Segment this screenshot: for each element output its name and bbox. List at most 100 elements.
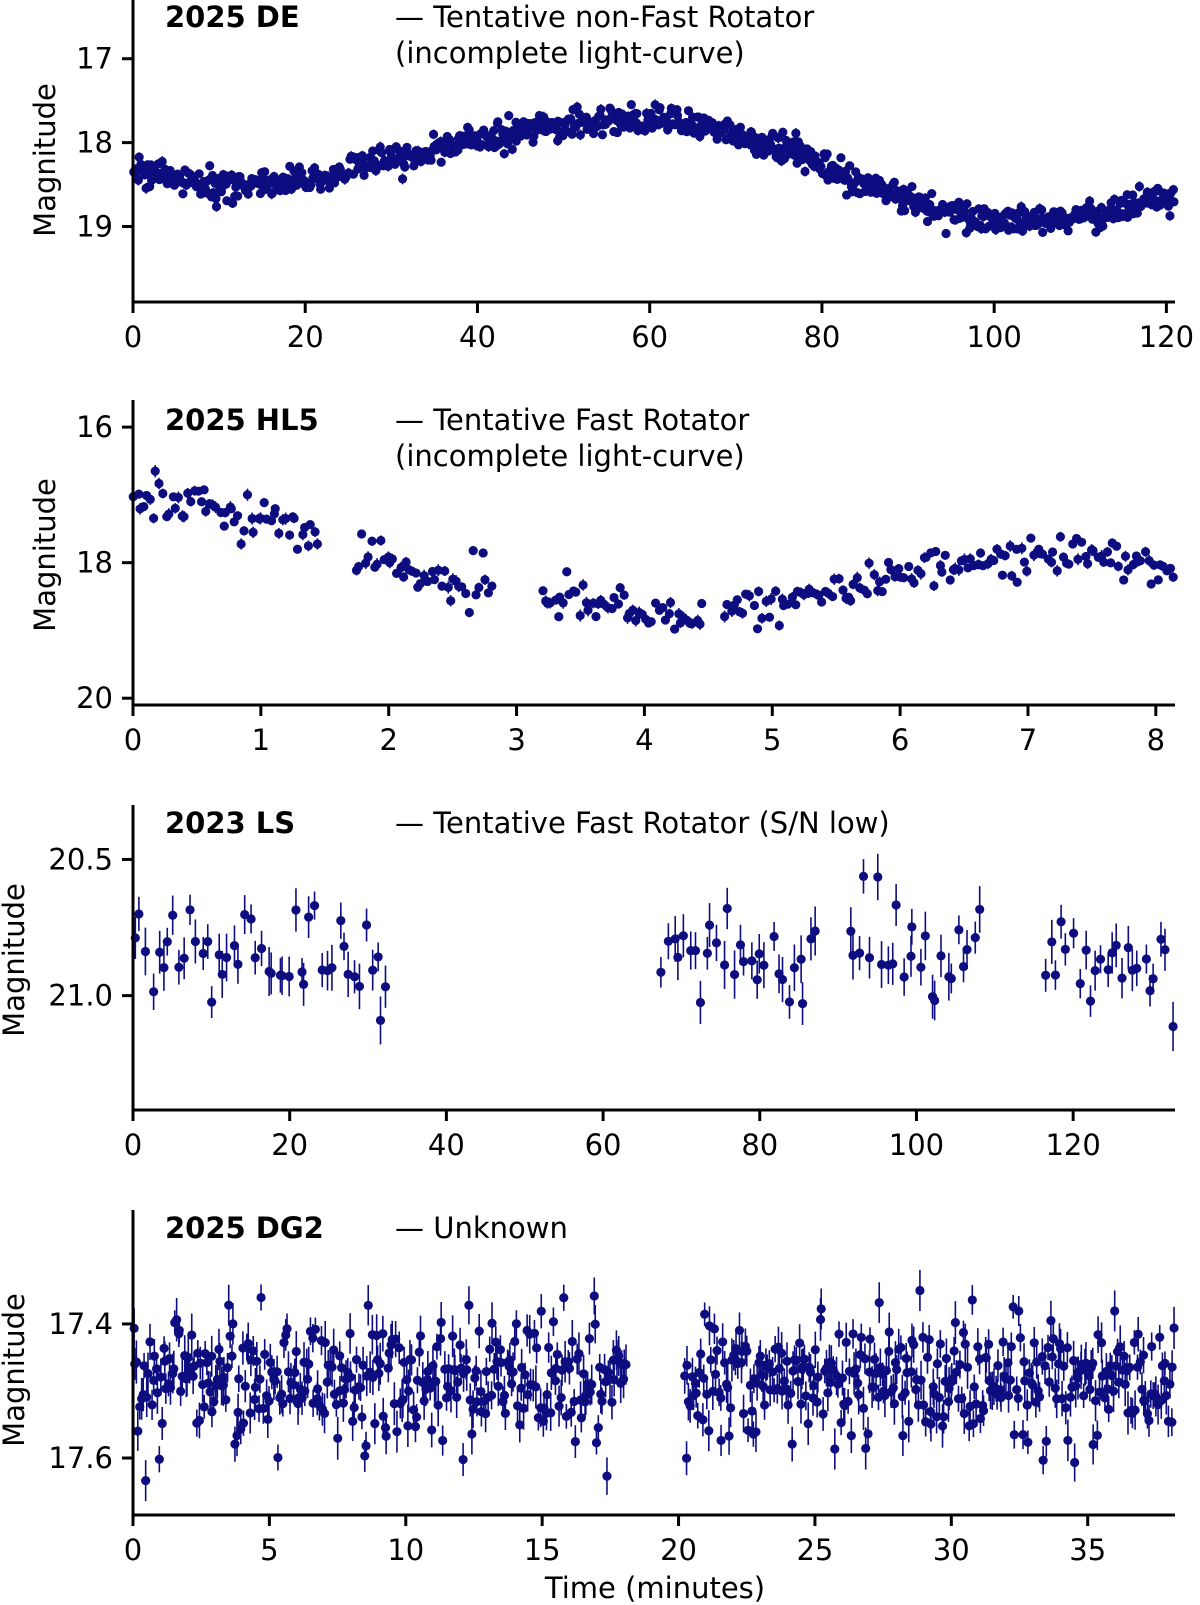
data-point — [597, 130, 608, 140]
x-ticks: 0 20 40 60 80 100 120 — [124, 302, 1194, 354]
data-point — [446, 596, 456, 606]
data-point — [1165, 1379, 1175, 1389]
data-point — [544, 1342, 554, 1353]
data-point — [1111, 541, 1122, 551]
data-point — [1168, 1021, 1178, 1032]
data-point — [425, 1383, 435, 1393]
data-point — [900, 1388, 910, 1398]
data-point — [292, 544, 303, 554]
data-point — [1055, 532, 1066, 542]
data-point — [724, 1431, 734, 1441]
data-point — [247, 513, 257, 524]
data-point — [575, 610, 585, 621]
data-point — [134, 489, 144, 499]
data-point — [1085, 196, 1095, 206]
data-point — [480, 575, 490, 585]
classification-text: — Unknown — [395, 1211, 568, 1245]
data-point — [290, 1368, 300, 1378]
data-point — [472, 1397, 482, 1407]
data-point — [834, 574, 844, 584]
data-point — [631, 615, 641, 626]
data-point — [591, 611, 601, 622]
data-point — [747, 956, 757, 966]
data-point — [297, 168, 307, 178]
data-point — [626, 100, 636, 110]
data-point — [468, 546, 478, 556]
data-point — [590, 1319, 600, 1329]
data-point — [1015, 1333, 1025, 1343]
data-point — [360, 1451, 370, 1461]
y-tick-label: 16 — [76, 410, 113, 444]
data-point — [354, 561, 364, 572]
data-point — [361, 1441, 371, 1451]
data-point — [458, 1454, 468, 1465]
data-point — [869, 570, 879, 580]
data-point — [778, 127, 788, 137]
data-point — [1144, 1415, 1154, 1426]
data-point — [996, 1393, 1006, 1403]
data-point — [916, 569, 926, 579]
data-point — [1029, 1338, 1039, 1348]
data-point — [455, 1340, 465, 1350]
data-point — [873, 872, 883, 882]
data-point — [134, 152, 144, 162]
data-point — [805, 1367, 816, 1377]
data-point — [777, 974, 788, 985]
data-point — [164, 1353, 175, 1364]
data-point — [248, 1346, 258, 1356]
data-point — [860, 1354, 870, 1364]
data-point — [345, 1372, 356, 1382]
data-point — [154, 478, 164, 489]
data-point — [207, 1351, 217, 1361]
data-point — [962, 945, 972, 955]
data-point — [178, 189, 188, 199]
data-point — [401, 557, 411, 567]
data-point — [632, 108, 642, 119]
data-point — [327, 963, 337, 973]
x-tick-label: 0 — [124, 723, 142, 757]
data-point — [1108, 1386, 1119, 1396]
data-point — [183, 488, 193, 498]
data-point — [329, 1345, 339, 1355]
data-point — [877, 586, 887, 597]
data-point — [681, 1453, 692, 1463]
data-point — [378, 1329, 388, 1339]
data-point — [397, 174, 408, 184]
data-point — [712, 1346, 722, 1356]
data-point — [248, 527, 258, 537]
data-point — [738, 1408, 749, 1419]
data-point — [930, 995, 940, 1006]
data-point — [529, 1328, 540, 1338]
data-points — [129, 99, 1179, 239]
data-point — [1085, 996, 1096, 1006]
data-point — [312, 539, 322, 549]
data-point — [884, 1327, 894, 1337]
data-points — [128, 465, 1178, 634]
data-point — [273, 1452, 283, 1463]
data-point — [567, 1336, 577, 1347]
data-point — [947, 1374, 957, 1384]
data-point — [227, 1351, 237, 1361]
data-point — [716, 1393, 726, 1403]
data-point — [1028, 1380, 1038, 1390]
data-point — [221, 1395, 231, 1405]
data-point — [440, 566, 450, 576]
x-ticks: 0 20 40 60 80 100 120 — [124, 1110, 1101, 1162]
data-point — [896, 1342, 906, 1353]
data-point — [285, 1393, 295, 1404]
data-point — [749, 600, 760, 611]
data-point — [1041, 970, 1051, 980]
data-point — [546, 1408, 556, 1418]
data-point — [398, 1394, 408, 1405]
data-point — [374, 1368, 384, 1378]
data-point — [391, 1334, 401, 1344]
data-point — [515, 1420, 525, 1430]
data-point — [256, 943, 267, 954]
data-point — [997, 570, 1008, 580]
data-point — [566, 114, 576, 124]
data-point — [313, 1384, 323, 1394]
data-point — [219, 521, 229, 531]
data-point — [461, 588, 471, 599]
y-tick-label: 20 — [76, 681, 113, 715]
data-point — [143, 1369, 153, 1379]
